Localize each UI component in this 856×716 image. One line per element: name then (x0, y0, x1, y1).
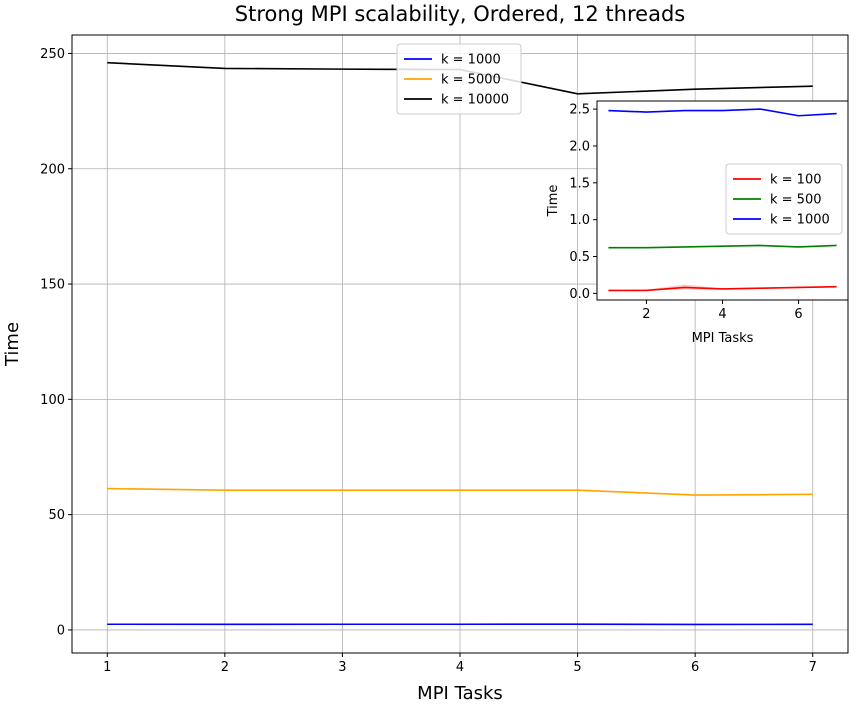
y-tick-label: 2.5 (569, 103, 590, 118)
y-tick-label: 100 (40, 393, 65, 408)
legend-label-3: k = 1000 (770, 213, 830, 228)
y-tick-label: 50 (48, 508, 65, 523)
x-tick-label: 6 (794, 307, 802, 322)
y-tick-label: 200 (40, 162, 65, 177)
x-axis-label: MPI Tasks (692, 331, 754, 346)
x-tick-label: 5 (573, 660, 581, 675)
x-tick-label: 1 (103, 660, 111, 675)
y-tick-label: 0.0 (569, 287, 590, 302)
y-tick-label: 1.0 (569, 213, 590, 228)
y-tick-label: 150 (40, 278, 65, 293)
y-tick-label: 0 (57, 623, 65, 638)
y-tick-label: 1.5 (569, 176, 590, 191)
x-axis-label: MPI Tasks (417, 683, 503, 704)
y-axis-label: Time (546, 185, 561, 218)
legend: k = 1000 k = 5000 k = 10000 (397, 44, 521, 114)
legend: k = 100 k = 500 k = 1000 (726, 164, 842, 234)
y-axis-label: Time (2, 322, 23, 367)
y-tick-label: 0.5 (569, 250, 590, 265)
legend-label-3: k = 10000 (441, 93, 509, 108)
chart-title: Strong MPI scalability, Ordered, 12 thre… (235, 2, 685, 26)
legend-label-1: k = 100 (770, 173, 822, 188)
x-tick-label: 4 (456, 660, 464, 675)
legend-label-2: k = 5000 (441, 73, 501, 88)
x-tick-label: 6 (691, 660, 699, 675)
y-tick-label: 250 (40, 47, 65, 62)
x-tick-label: 3 (338, 660, 346, 675)
x-tick-label: 4 (718, 307, 726, 322)
x-tick-label: 2 (642, 307, 650, 322)
x-tick-label: 7 (809, 660, 817, 675)
x-tick-label: 2 (221, 660, 229, 675)
y-tick-label: 2.0 (569, 140, 590, 155)
legend-label-2: k = 500 (770, 193, 822, 208)
legend-label-1: k = 1000 (441, 53, 501, 68)
